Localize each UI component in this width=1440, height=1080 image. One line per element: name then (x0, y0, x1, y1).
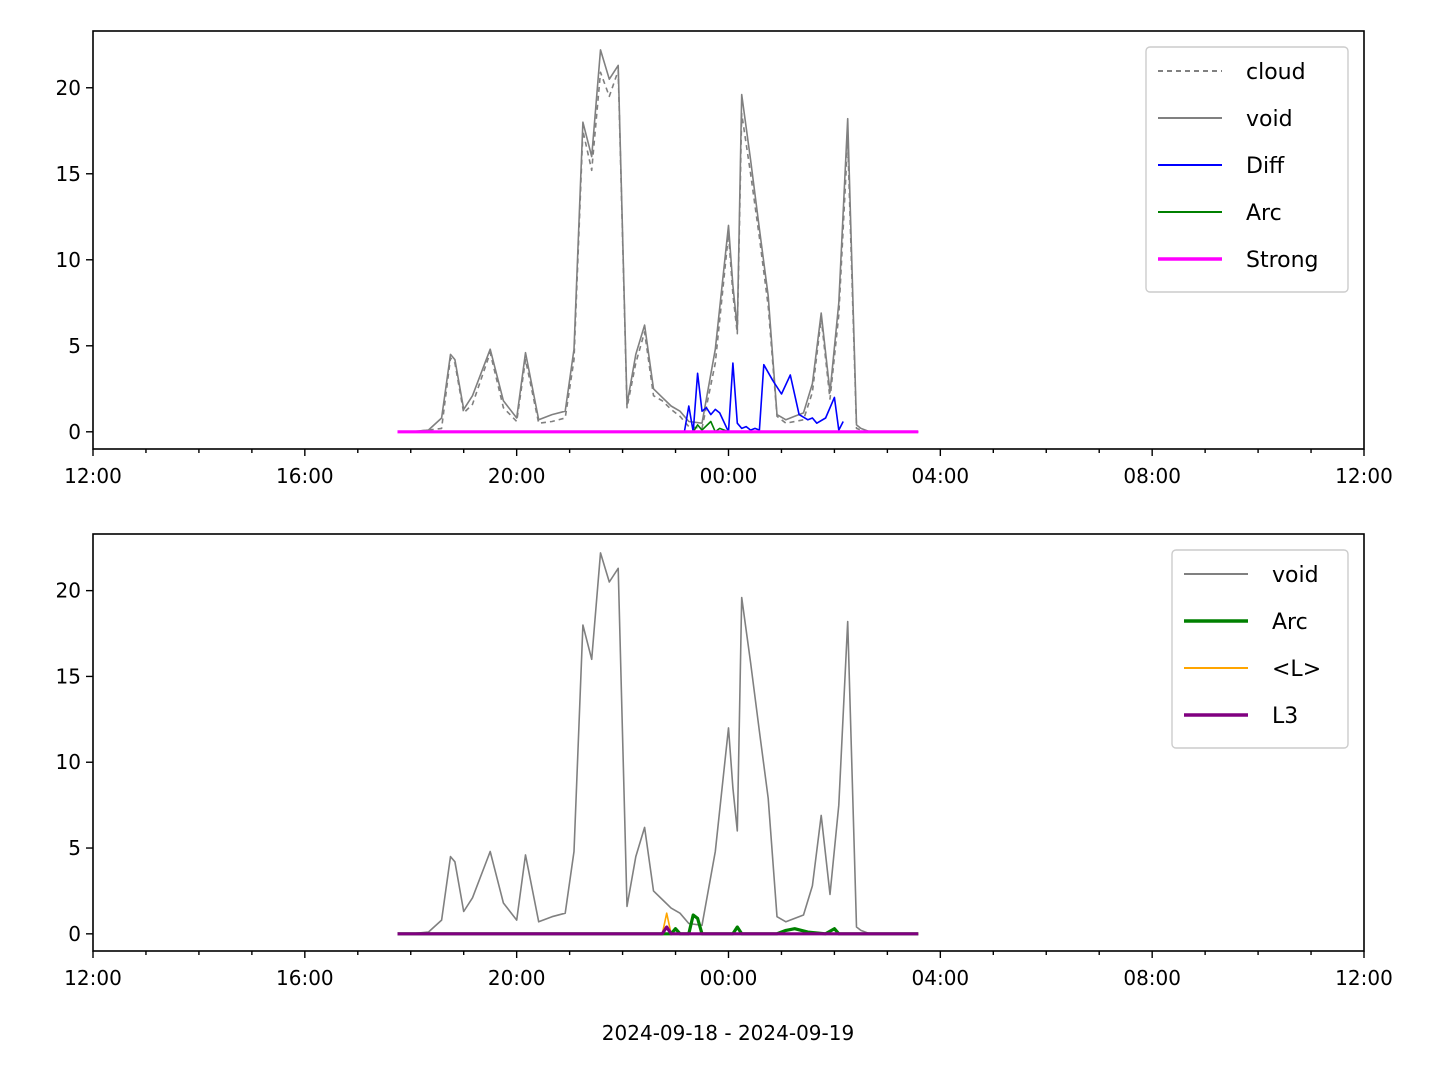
x-tick-label: 12:00 (1335, 464, 1393, 488)
legend-label: Strong (1246, 248, 1319, 273)
legend-box (1171, 549, 1349, 749)
x-tick-label: 04:00 (912, 464, 970, 488)
x-tick-label: 08:00 (1123, 464, 1181, 488)
x-tick-label: 16:00 (276, 464, 334, 488)
legend-label: L3 (1272, 704, 1298, 729)
x-tick-label: 16:00 (276, 966, 334, 990)
series-line-l3 (397, 925, 919, 936)
legend-label: Arc (1272, 610, 1308, 635)
series-line-l (397, 912, 919, 935)
legend-label: cloud (1246, 60, 1306, 85)
x-tick-label: 12:00 (64, 464, 122, 488)
legend-label: void (1246, 107, 1293, 132)
series-line-void (410, 552, 919, 935)
series-line-arc (692, 420, 729, 433)
legend-label: Diff (1246, 154, 1285, 179)
x-tick-label: 20:00 (488, 464, 546, 488)
y-tick-label: 15 (56, 664, 81, 688)
series-line-arc (397, 913, 919, 936)
x-tick-label: 00:00 (700, 464, 758, 488)
bottom-chart-panel: 12:00 16:00 20:00 00:00 04:00 08:00 12:00 0 5 10 1… (56, 533, 1393, 990)
x-tick-label: 12:00 (64, 966, 122, 990)
y-tick-label: 20 (56, 76, 81, 100)
x-tick-label: 12:00 (1335, 966, 1393, 990)
y-tick-label: 5 (68, 334, 81, 358)
legend-label: void (1272, 563, 1319, 588)
series-lines (397, 49, 919, 434)
y-tick-label: 5 (68, 836, 81, 860)
legend-box (1145, 46, 1349, 293)
y-tick-label: 10 (56, 750, 81, 774)
series-lines (397, 552, 919, 936)
y-tick-label: 20 (56, 579, 81, 603)
legend-label: Arc (1246, 201, 1282, 226)
y-tick-label: 10 (56, 248, 81, 272)
series-line-cloud (410, 69, 919, 433)
series-line-void (410, 49, 919, 433)
y-tick-label: 0 (68, 922, 81, 946)
figure-x-axis-label: 2024-09-18 - 2024-09-19 (602, 1021, 854, 1045)
y-tick-label: 0 (68, 420, 81, 444)
x-tick-label: 04:00 (912, 966, 970, 990)
series-line-diff (683, 362, 844, 433)
legend: void Arc <L> L3 (1171, 549, 1349, 749)
top-chart-panel: 12:00 16:00 20:00 00:00 04:00 08:00 12:00 0 5 10 1… (56, 30, 1393, 488)
x-tick-label: 08:00 (1123, 966, 1181, 990)
y-tick-label: 15 (56, 162, 81, 186)
x-tick-label: 20:00 (488, 966, 546, 990)
x-tick-label: 00:00 (700, 966, 758, 990)
legend-label: <L> (1272, 657, 1321, 682)
legend: cloud void Diff Arc Strong (1145, 46, 1349, 293)
